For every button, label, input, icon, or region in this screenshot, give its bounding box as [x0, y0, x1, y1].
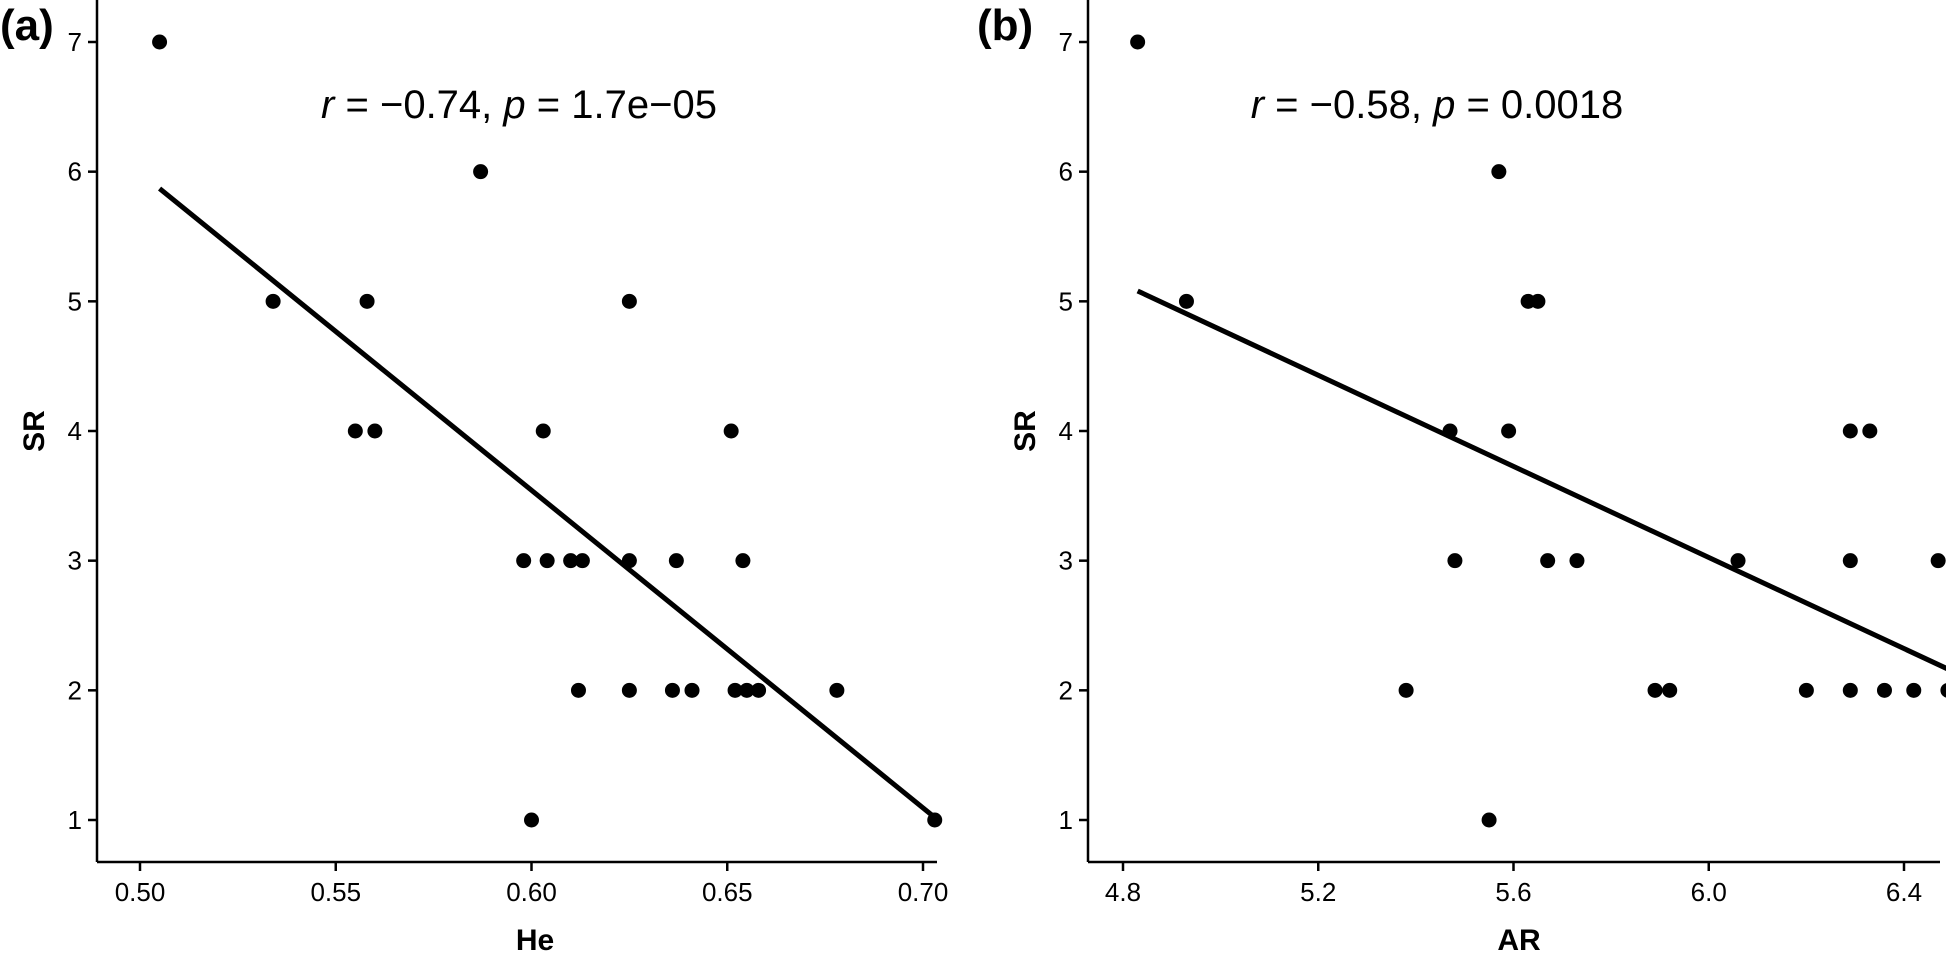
data-point: [1798, 682, 1814, 698]
data-point: [1842, 423, 1858, 439]
data-point: [684, 682, 700, 698]
r-value: = −0.74,: [334, 83, 503, 127]
y-tick-label: 4: [68, 416, 82, 446]
r-value: = −0.58,: [1264, 83, 1433, 127]
y-axis-title: SR: [18, 410, 51, 452]
data-point: [1569, 553, 1585, 569]
data-point: [735, 553, 751, 569]
data-point: [621, 553, 637, 569]
panel-b: 1 2 3 4 5 6 7 4.8 5.2 5.6 6.0 6.4 AR SR (b) r = −0.58, …: [977, 0, 1946, 957]
data-point: [621, 293, 637, 309]
data-point: [1540, 553, 1556, 569]
p-symbol: p: [502, 83, 525, 127]
data-point: [1876, 682, 1892, 698]
y-tick-label: 6: [68, 157, 82, 187]
data-point: [727, 682, 743, 698]
data-point: [563, 553, 579, 569]
data-point: [1398, 682, 1414, 698]
y-tick-label: 7: [68, 27, 82, 57]
data-point: [516, 553, 532, 569]
panel-label: (a): [0, 1, 54, 50]
data-point: [473, 164, 489, 180]
data-point: [359, 293, 375, 309]
p-value: = 0.0018: [1455, 83, 1623, 127]
y-tick-label: 3: [68, 546, 82, 576]
x-tick-label: 5.6: [1495, 877, 1531, 907]
data-point: [1178, 293, 1194, 309]
x-tick-label: 0.65: [702, 877, 753, 907]
data-point: [668, 553, 684, 569]
r-symbol: r: [321, 83, 336, 127]
data-point: [524, 812, 539, 828]
data-point: [152, 34, 168, 50]
data-point: [739, 682, 755, 698]
x-tick-label: 4.8: [1105, 877, 1141, 907]
panel-label: (b): [977, 1, 1033, 50]
x-tick-label: 5.2: [1300, 877, 1336, 907]
data-point: [539, 553, 555, 569]
y-axis-title: SR: [1009, 410, 1042, 452]
data-point: [751, 682, 767, 698]
y-tick-label: 2: [1059, 675, 1073, 705]
x-tick-label: 0.70: [898, 877, 949, 907]
data-point: [347, 423, 363, 439]
data-point: [1730, 553, 1746, 569]
data-point: [265, 293, 281, 309]
y-tick-label: 2: [68, 675, 82, 705]
data-point: [1501, 423, 1517, 439]
data-point: [1530, 293, 1546, 309]
y-tick-label: 5: [1059, 286, 1073, 316]
data-point: [1647, 682, 1663, 698]
r-symbol: r: [1251, 83, 1266, 127]
data-point: [927, 812, 943, 828]
x-tick-label: 6.0: [1691, 877, 1727, 907]
y-tick-label: 4: [1059, 416, 1073, 446]
data-point: [1447, 553, 1463, 569]
data-point: [1862, 423, 1878, 439]
data-point: [1940, 683, 1946, 698]
y-tick-label: 1: [1059, 805, 1073, 835]
y-tick-label: 5: [68, 286, 82, 316]
y-tick-label: 6: [1059, 157, 1073, 187]
panel-a: 1 2 3 4 5 6 7 0.50 0.55 0.60 0.65 0.70 He SR (a) r = −0…: [0, 0, 948, 957]
p-value: = 1.7e−05: [526, 83, 717, 127]
data-point: [723, 423, 739, 439]
data-point: [664, 682, 680, 698]
x-tick-label: 6.4: [1886, 877, 1922, 907]
data-point: [1130, 34, 1146, 50]
data-point: [829, 682, 845, 698]
correlation-annotation: r = −0.74, p = 1.7e−05: [321, 83, 717, 127]
x-axis-title: He: [516, 924, 554, 957]
data-point: [574, 553, 590, 569]
data-point: [1662, 682, 1678, 698]
x-axis-title: AR: [1497, 924, 1541, 957]
regression-line: [157, 186, 937, 820]
data-point: [535, 423, 551, 439]
y-tick-label: 7: [1059, 27, 1073, 57]
data-point: [1930, 553, 1946, 569]
data-point: [1481, 812, 1497, 828]
data-point: [1442, 423, 1458, 439]
data-point: [570, 682, 586, 698]
data-point: [367, 423, 383, 439]
y-tick-label: 1: [68, 805, 82, 835]
regression-line: [1136, 288, 1946, 671]
x-tick-label: 0.60: [506, 877, 557, 907]
data-point: [1906, 682, 1922, 698]
x-tick-label: 0.55: [310, 877, 361, 907]
data-point: [1491, 164, 1507, 180]
data-point: [621, 682, 637, 698]
data-point: [1842, 682, 1858, 698]
y-tick-label: 3: [1059, 546, 1073, 576]
data-point: [1842, 553, 1858, 569]
correlation-annotation: r = −0.58, p = 0.0018: [1251, 83, 1624, 127]
x-tick-label: 0.50: [115, 877, 166, 907]
p-symbol: p: [1432, 83, 1455, 127]
